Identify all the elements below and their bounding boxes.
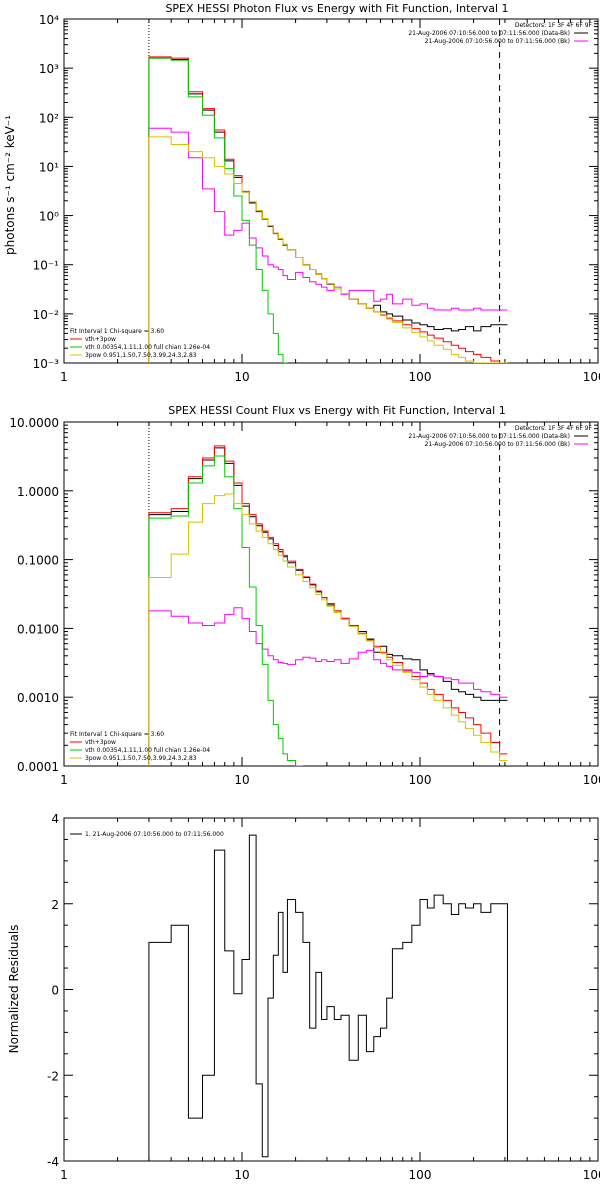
photon-flux-legend-text: Detectors: 1F 3F 4F 6F 9F — [515, 22, 593, 29]
count-flux-y-tick-label: 0.0001 — [17, 760, 59, 774]
photon-flux-series-line — [148, 127, 508, 363]
residuals-y-tick-label: 2 — [51, 898, 59, 912]
photon-flux-x-tick-label: 1000 — [583, 370, 600, 384]
residuals-ylabel: Normalized Residuals — [7, 925, 21, 1054]
count-flux-legend-text: 3pow 0.951,1.50,7.50,3.99,24.3,2.83 — [85, 755, 197, 762]
photon-flux-panel: SPEX HESSI Photon Flux vs Energy with Fi… — [3, 2, 600, 384]
count-flux-y-tick-label: 1.0000 — [17, 485, 59, 499]
photon-flux-y-tick-label: 10⁻¹ — [33, 259, 60, 273]
count-flux-x-tick-label: 10 — [234, 773, 249, 787]
residuals-y-tick-label: -2 — [47, 1069, 59, 1083]
photon-flux-x-tick-label: 100 — [409, 370, 432, 384]
count-flux-series-line — [148, 493, 508, 766]
photon-flux-x-tick-label: 1 — [60, 370, 68, 384]
count-flux-legend-text: vth+3pow — [85, 739, 116, 746]
photon-flux-legend-text: 3pow 0.951,1.50,7.50,3.99,24.3,2.83 — [85, 352, 197, 359]
photon-flux-series-group — [148, 56, 508, 363]
count-flux-y-tick-label: 0.0010 — [17, 691, 59, 705]
count-flux-x-tick-label: 100 — [409, 773, 432, 787]
photon-flux-plot-frame — [63, 18, 599, 364]
count-flux-x-tick-label: 1 — [60, 773, 68, 787]
photon-flux-y-tick-label: 10⁻² — [33, 308, 60, 322]
count-flux-series-line — [148, 607, 508, 766]
count-flux-legend-text: Fit Interval 1 Chi-square = 3.60 — [70, 731, 164, 738]
count-flux-y-tick-label: 0.0100 — [17, 622, 59, 636]
photon-flux-legend-text: vth+3pow — [85, 336, 116, 343]
photon-flux-series-line — [148, 57, 288, 363]
photon-flux-series-line — [148, 136, 508, 363]
photon-flux-legend-text: Fit Interval 1 Chi-square = 3.60 — [70, 328, 164, 335]
photon-flux-legend-text: 21-Aug-2006 07:10:56.000 to 07:11:56.000… — [408, 30, 570, 37]
count-flux-legend-text: vth 0.00354,1.11,1.00 full chian 1.26e-0… — [85, 747, 210, 754]
count-flux-legend-text: 21-Aug-2006 07:10:56.000 to 07:11:56.000… — [408, 433, 570, 440]
count-flux-series-line — [148, 445, 508, 766]
count-flux-series-group — [148, 445, 508, 766]
photon-flux-title: SPEX HESSI Photon Flux vs Energy with Fi… — [165, 2, 508, 15]
residuals-x-tick-label: 10 — [234, 1168, 249, 1182]
residuals-x-tick-label: 100 — [409, 1168, 432, 1182]
photon-flux-legend-text: vth 0.00354,1.11,1.00 full chian 1.26e-0… — [85, 344, 210, 351]
residuals-y-tick-label: 4 — [51, 812, 59, 826]
photon-flux-y-tick-label: 10⁴ — [39, 13, 59, 27]
count-flux-series-line — [148, 447, 508, 766]
residuals-x-tick-label: 1 — [60, 1168, 68, 1182]
residuals-x-tick-label: 1000 — [583, 1168, 600, 1182]
residuals-panel: Normalized Residuals 1 10 100 1000 -4 -2 0 2 4 1.… — [7, 812, 600, 1182]
count-flux-panel: SPEX HESSI Count Flux vs Energy with Fit… — [9, 404, 600, 787]
count-flux-legend-text: 21-Aug-2006 07:10:56.000 to 07:11:56.000… — [425, 441, 570, 448]
residuals-series-group — [148, 834, 508, 1161]
photon-flux-x-tick-label: 10 — [234, 370, 249, 384]
photon-flux-legend-text: 21-Aug-2006 07:10:56.000 to 07:11:56.000… — [425, 38, 570, 45]
count-flux-legend-text: Detectors: 1F 3F 4F 6F 9F — [515, 425, 593, 432]
residuals-y-tick-label: -4 — [47, 1155, 59, 1169]
count-flux-y-tick-label: 10.0000 — [9, 416, 59, 430]
residuals-y-tick-label: 0 — [51, 984, 59, 998]
residuals-plot-frame — [63, 817, 599, 1162]
photon-flux-y-tick-label: 10² — [39, 111, 59, 125]
photon-flux-y-tick-label: 10⁰ — [39, 210, 59, 224]
photon-flux-ylabel: photons s⁻¹ cm⁻² keV⁻¹ — [3, 115, 17, 255]
photon-flux-y-tick-label: 10¹ — [39, 160, 59, 174]
residuals-legend-text: 1. 21-Aug-2006 07:10:56.000 to 07:11:56.… — [85, 831, 224, 838]
count-flux-y-tick-label: 0.1000 — [17, 554, 59, 568]
count-flux-title: SPEX HESSI Count Flux vs Energy with Fit… — [168, 404, 505, 417]
count-flux-x-tick-label: 1000 — [583, 773, 600, 787]
photon-flux-y-tick-label: 10³ — [39, 62, 59, 76]
photon-flux-y-tick-label: 10⁻³ — [33, 357, 60, 371]
count-flux-plot-frame — [63, 421, 599, 767]
count-flux-series-line — [148, 455, 303, 766]
residuals-series-line — [148, 834, 508, 1161]
